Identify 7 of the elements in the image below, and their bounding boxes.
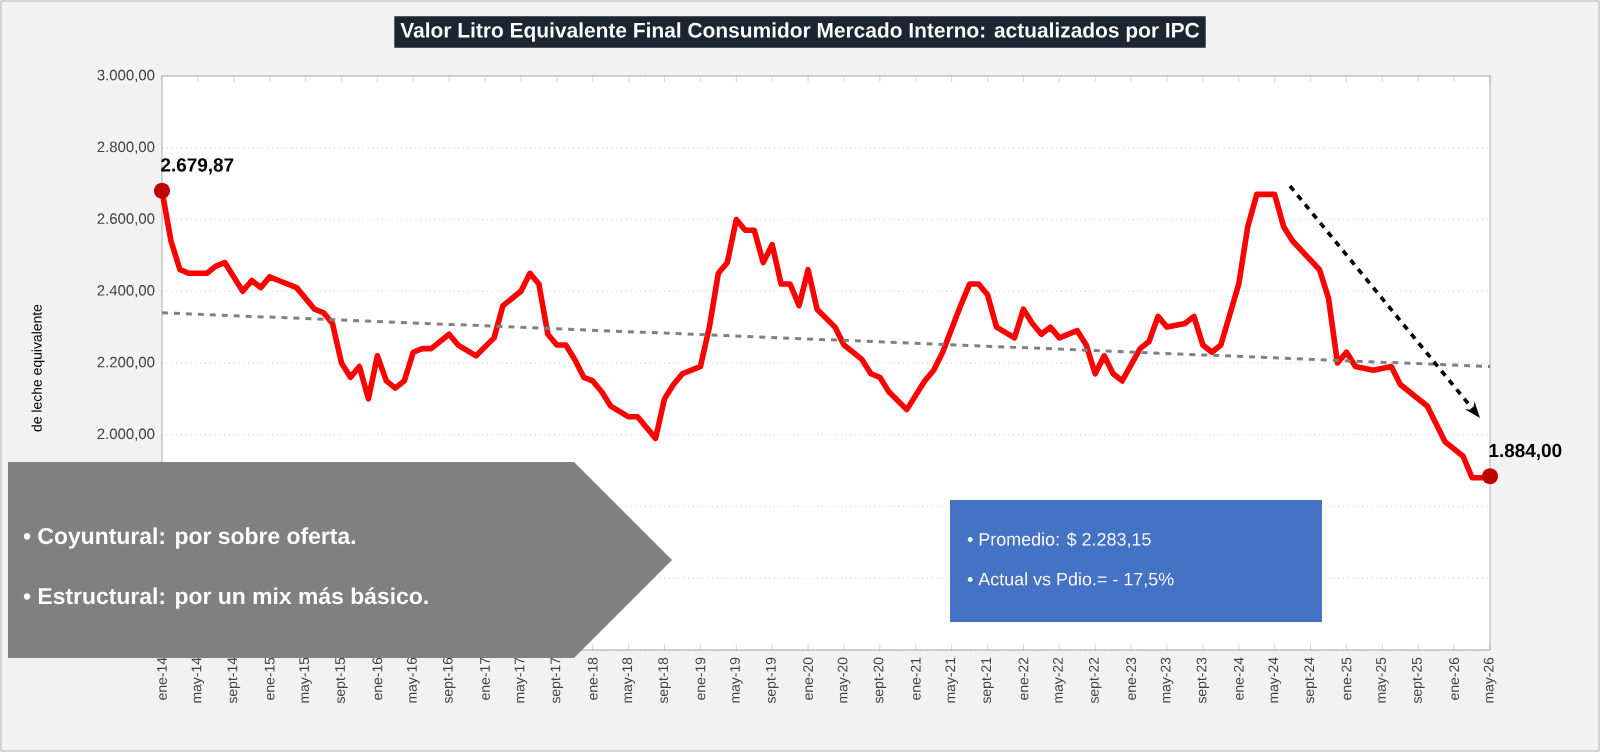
annotation: • Actual vs Pdio.= - 17,5% <box>967 572 1174 588</box>
annotation: 1.884,00 <box>1489 443 1562 460</box>
annotation: • Coyuntural: por sobre oferta. <box>23 527 355 549</box>
annotation: 2.679,87 <box>161 158 234 175</box>
chart-title: Valor Litro Equivalente Final Consumidor Mercado Interno: actualizados por IPC <box>400 22 1200 42</box>
annotation: • Estructural: por un mix más básico. <box>23 587 428 609</box>
annotation: • Promedio: $ 2.283,15 <box>967 532 1151 548</box>
